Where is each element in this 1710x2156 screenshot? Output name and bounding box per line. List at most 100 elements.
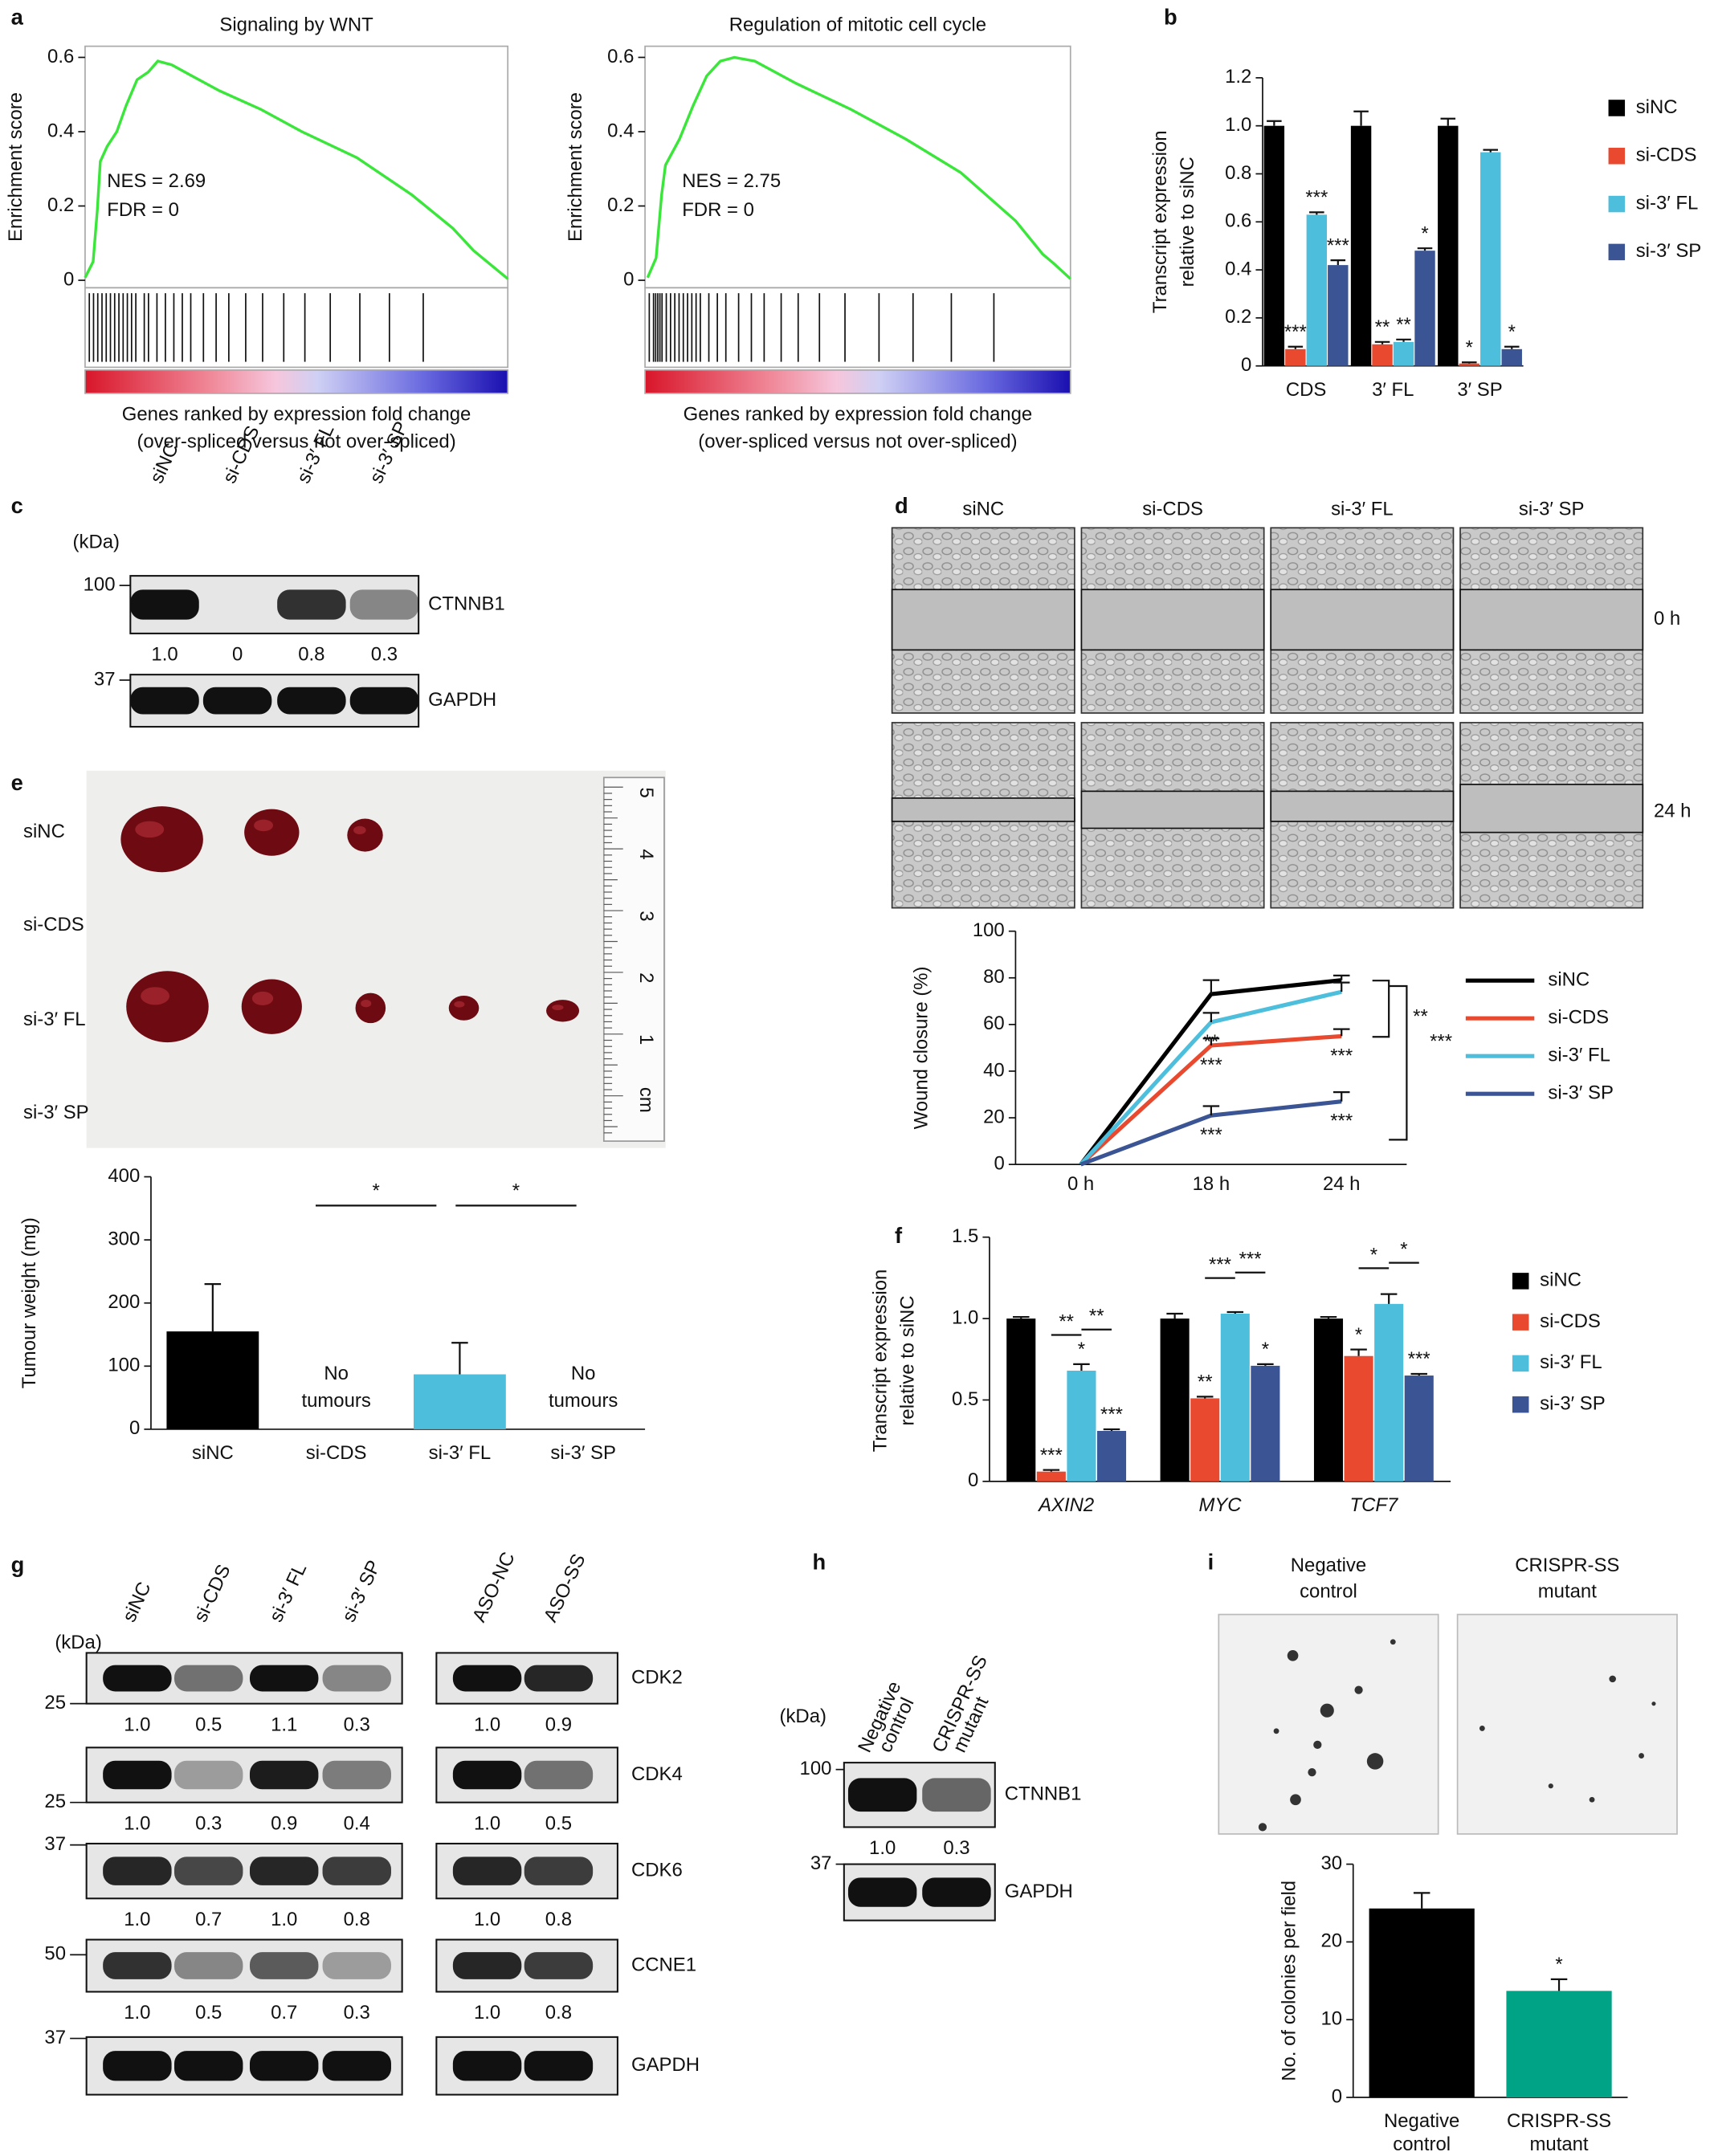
significance: *** xyxy=(1305,187,1328,209)
y-tick-label: 0.6 xyxy=(607,46,634,67)
bar xyxy=(1036,1471,1066,1481)
bar xyxy=(1285,348,1306,366)
significance: ** xyxy=(1198,1371,1213,1393)
band xyxy=(103,1665,172,1692)
significance: *** xyxy=(1284,321,1307,343)
significance: ** xyxy=(1375,316,1390,338)
quantification: 0.4 xyxy=(344,1812,370,1834)
x-tick-label: 24 h xyxy=(1323,1173,1361,1195)
quantification: 1.0 xyxy=(474,1714,500,1735)
bar xyxy=(1459,363,1479,366)
ruler-label: 3 xyxy=(635,911,657,921)
error-bar xyxy=(1202,979,1220,995)
band xyxy=(249,2051,319,2081)
band xyxy=(249,1952,319,1979)
wound xyxy=(1459,589,1644,651)
panel-letter: d xyxy=(895,493,908,518)
band xyxy=(322,2051,391,2081)
legend-label: si-3′ FL xyxy=(1636,192,1699,214)
error-bar xyxy=(1417,247,1433,251)
time-label: 0 h xyxy=(1654,608,1680,630)
mw-marker: 50 xyxy=(44,1943,66,1965)
error-bar xyxy=(1410,1372,1428,1376)
image-row-label: si-3′ FL xyxy=(23,1009,86,1030)
protein-label: GAPDH xyxy=(631,2054,700,2076)
lane-label: si-3′ SP xyxy=(338,1557,386,1625)
protein-label: CDK6 xyxy=(631,1859,683,1881)
ruler-label: 1 xyxy=(635,1034,657,1045)
error-bar xyxy=(1320,1315,1337,1319)
panel-letter: i xyxy=(1208,1550,1214,1575)
annotation: FDR = 0 xyxy=(107,199,179,221)
y-tick-label: 0.2 xyxy=(47,194,74,216)
quantification: 0.7 xyxy=(195,1909,222,1930)
panel-letter: h xyxy=(813,1550,826,1575)
bar xyxy=(1438,125,1459,366)
colony xyxy=(1609,1675,1616,1683)
legend-swatch xyxy=(1608,100,1626,116)
y-tick-label: 1.0 xyxy=(952,1306,978,1328)
band xyxy=(452,1760,522,1790)
bar xyxy=(1096,1430,1127,1481)
x-tick-label: Negative xyxy=(1384,2110,1459,2132)
significance: * xyxy=(1400,1239,1407,1261)
significance: *** xyxy=(1327,234,1349,256)
tumour xyxy=(244,809,300,856)
wound xyxy=(891,797,1075,822)
protein-label: CDK4 xyxy=(631,1763,683,1785)
tumour xyxy=(448,995,480,1021)
quantification: 1.0 xyxy=(271,1909,297,1930)
error-bar xyxy=(1330,259,1346,266)
tumour-shine xyxy=(141,987,170,1005)
enrichment-curve xyxy=(84,59,509,280)
significance: * xyxy=(373,1180,380,1202)
image-column-label: si-3′ SP xyxy=(1519,498,1585,520)
tumour xyxy=(241,979,302,1034)
x-tick-label: si-3′ FL xyxy=(429,1442,492,1464)
y-tick-label: 0 xyxy=(63,268,74,290)
quantification: 0.8 xyxy=(545,2002,572,2024)
x-tick-label: AXIN2 xyxy=(1037,1494,1094,1516)
error-bar xyxy=(1012,1315,1030,1319)
significance: *** xyxy=(1430,1030,1452,1052)
bar xyxy=(1404,1376,1434,1481)
band xyxy=(174,1952,243,1979)
plot-frame xyxy=(84,45,509,289)
significance: * xyxy=(1466,336,1473,358)
significance: * xyxy=(1078,1339,1085,1360)
bar xyxy=(1220,1314,1250,1481)
band xyxy=(524,1856,594,1885)
error-bar xyxy=(1504,345,1520,349)
error-bar xyxy=(1073,1363,1090,1371)
significance: ** xyxy=(1396,314,1411,336)
tumour xyxy=(355,992,386,1024)
significance: *** xyxy=(1408,1348,1430,1370)
tumour xyxy=(126,971,209,1043)
y-tick-label: 0.4 xyxy=(47,120,74,141)
tumour-shine xyxy=(552,1005,564,1011)
chart-title: Signaling by WNT xyxy=(219,14,373,35)
quantification: 0 xyxy=(232,644,243,666)
colony xyxy=(1548,1783,1553,1789)
quantification: 0.3 xyxy=(344,1714,370,1735)
legend-swatch xyxy=(1512,1355,1529,1372)
quantification: 1.0 xyxy=(474,2002,500,2024)
band xyxy=(524,1952,594,1979)
chart-title: Regulation of mitotic cell cycle xyxy=(729,14,986,35)
x-tick-label: si-3′ SP xyxy=(550,1442,616,1464)
error-bar xyxy=(1196,1396,1214,1399)
significance: * xyxy=(1555,1954,1562,1975)
y-tick-label: 0.4 xyxy=(607,120,634,141)
significance: *** xyxy=(1200,1124,1222,1146)
colony xyxy=(1366,1753,1384,1770)
y-tick-label: 0.2 xyxy=(1225,306,1251,328)
protein-label: GAPDH xyxy=(428,689,496,711)
band xyxy=(922,1778,991,1812)
band xyxy=(322,1760,391,1790)
x-tick-label: CDS xyxy=(1286,379,1326,401)
band xyxy=(277,589,346,620)
band xyxy=(922,1877,991,1907)
tumour-shine xyxy=(353,825,366,835)
significance: ** xyxy=(1089,1306,1104,1327)
